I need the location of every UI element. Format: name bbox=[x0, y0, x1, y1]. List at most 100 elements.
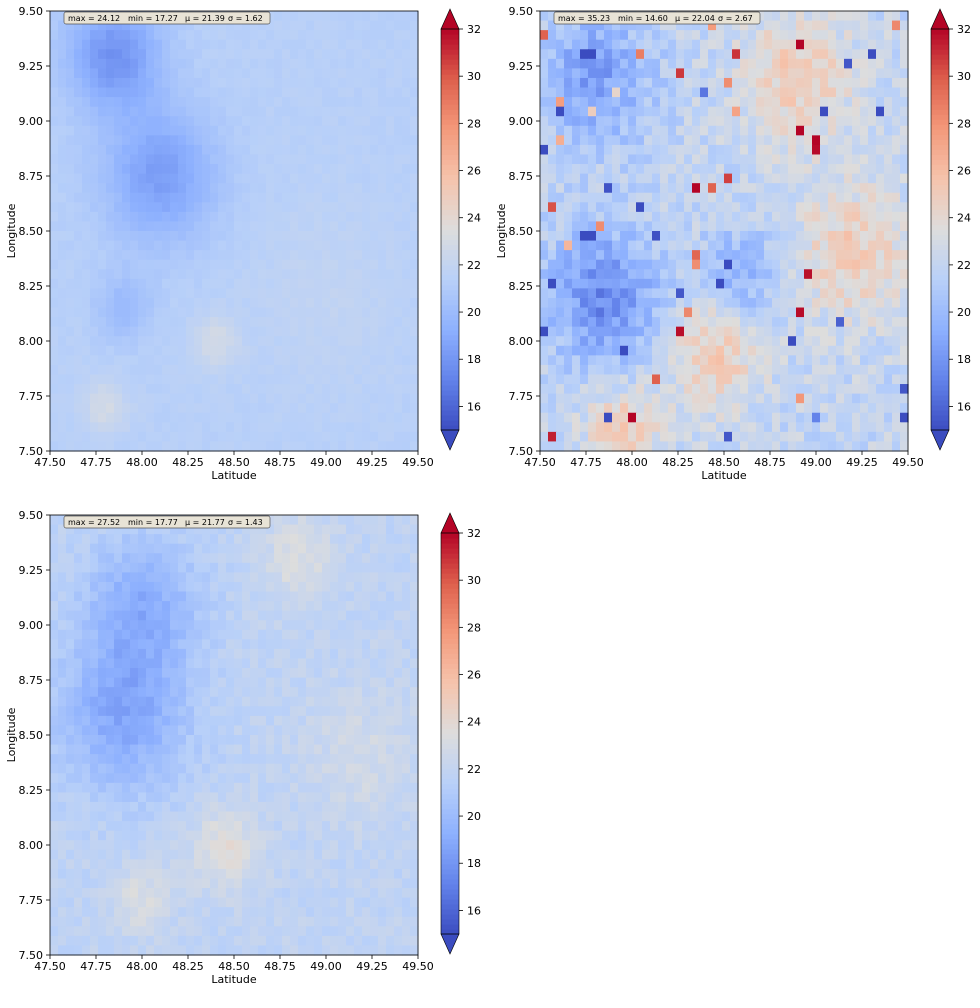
heatmap-cell bbox=[402, 412, 411, 423]
heatmap-cell bbox=[122, 39, 131, 50]
heatmap-cell bbox=[884, 11, 893, 22]
heatmap-cell bbox=[170, 278, 179, 289]
heatmap-cell bbox=[218, 384, 227, 395]
heatmap-cell bbox=[154, 336, 163, 347]
heatmap-cell bbox=[306, 164, 315, 175]
heatmap-cell bbox=[274, 601, 283, 612]
heatmap-cell bbox=[900, 125, 909, 136]
heatmap-cell bbox=[668, 431, 677, 443]
heatmap-cell bbox=[386, 572, 395, 583]
heatmap-cell bbox=[146, 393, 155, 404]
heatmap-cell bbox=[282, 58, 291, 69]
x-tick-label: 47.75 bbox=[80, 456, 112, 469]
heatmap-cell bbox=[788, 355, 797, 366]
heatmap-cell bbox=[50, 116, 59, 127]
heatmap-cell bbox=[250, 288, 259, 299]
heatmap-cell bbox=[628, 202, 637, 213]
heatmap-cell bbox=[234, 87, 243, 98]
heatmap-cell bbox=[652, 231, 661, 242]
heatmap-cell bbox=[580, 297, 589, 309]
heatmap-cell bbox=[836, 164, 845, 175]
heatmap-cell bbox=[90, 297, 99, 309]
heatmap-cell bbox=[772, 231, 781, 242]
heatmap-cell bbox=[194, 393, 203, 404]
heatmap-cell bbox=[844, 211, 853, 223]
heatmap-cell bbox=[370, 326, 379, 337]
colorbar-segment bbox=[441, 419, 459, 426]
heatmap-cell bbox=[98, 326, 107, 337]
heatmap-cell bbox=[700, 221, 709, 232]
heatmap-cell bbox=[114, 87, 123, 98]
heatmap-cell bbox=[892, 317, 901, 328]
heatmap-cell bbox=[186, 144, 195, 156]
heatmap-cell bbox=[98, 591, 107, 602]
heatmap-cell bbox=[130, 87, 139, 98]
heatmap-cell bbox=[836, 125, 845, 136]
heatmap-cell bbox=[676, 317, 685, 328]
colorbar-segment bbox=[931, 199, 949, 206]
heatmap-cell bbox=[82, 422, 91, 433]
heatmap-cell bbox=[868, 441, 877, 452]
heatmap-cell bbox=[660, 355, 669, 366]
heatmap-cell bbox=[796, 240, 805, 251]
heatmap-cell bbox=[660, 288, 669, 299]
heatmap-cell bbox=[410, 202, 419, 213]
heatmap-cell bbox=[162, 562, 171, 573]
heatmap-cell bbox=[402, 269, 411, 280]
heatmap-cell bbox=[780, 58, 789, 69]
heatmap-cell bbox=[50, 68, 59, 79]
heatmap-cell bbox=[154, 144, 163, 156]
heatmap-cell bbox=[314, 431, 323, 443]
heatmap-cell bbox=[154, 106, 163, 117]
heatmap-cell bbox=[282, 297, 291, 309]
heatmap-cell bbox=[394, 336, 403, 347]
heatmap-cell bbox=[700, 345, 709, 356]
heatmap-cell bbox=[748, 441, 757, 452]
heatmap-cell bbox=[354, 422, 363, 433]
heatmap-cell bbox=[836, 422, 845, 433]
heatmap-cell bbox=[564, 374, 573, 385]
heatmap-cell bbox=[178, 562, 187, 573]
heatmap-cell bbox=[338, 422, 347, 433]
heatmap-cell bbox=[876, 173, 885, 184]
heatmap-cell bbox=[596, 173, 605, 184]
colorbar-segment bbox=[931, 384, 949, 391]
heatmap-cell bbox=[210, 154, 219, 165]
heatmap-cell bbox=[556, 164, 565, 175]
heatmap-cell bbox=[234, 278, 243, 289]
heatmap-cell bbox=[876, 68, 885, 79]
heatmap-cell bbox=[362, 601, 371, 612]
heatmap-cell bbox=[274, 144, 283, 156]
heatmap-cell bbox=[652, 412, 661, 423]
heatmap-cell bbox=[378, 288, 387, 299]
heatmap-cell bbox=[74, 106, 83, 117]
heatmap-cell bbox=[564, 355, 573, 366]
heatmap-cell bbox=[66, 183, 75, 194]
heatmap-cell bbox=[732, 431, 741, 443]
heatmap-cell bbox=[106, 553, 115, 564]
heatmap-cell bbox=[796, 49, 805, 60]
heatmap-cell bbox=[250, 441, 259, 452]
heatmap-cell bbox=[314, 317, 323, 328]
heatmap-cell bbox=[556, 326, 565, 337]
heatmap-cell bbox=[258, 326, 267, 337]
heatmap-cell bbox=[788, 288, 797, 299]
heatmap-cell bbox=[700, 173, 709, 184]
heatmap-cell bbox=[852, 192, 861, 203]
heatmap-cell bbox=[74, 49, 83, 60]
heatmap-cell bbox=[556, 135, 565, 146]
heatmap-cell bbox=[178, 164, 187, 175]
heatmap-cell bbox=[860, 278, 869, 289]
heatmap-cell bbox=[644, 317, 653, 328]
heatmap-cell bbox=[226, 77, 235, 89]
heatmap-cell bbox=[362, 431, 371, 443]
heatmap-cell bbox=[548, 431, 557, 443]
heatmap-cell bbox=[660, 202, 669, 213]
heatmap-cell bbox=[860, 412, 869, 423]
heatmap-cell bbox=[122, 422, 131, 433]
heatmap-cell bbox=[402, 164, 411, 175]
heatmap-cell bbox=[266, 278, 275, 289]
heatmap-cell bbox=[884, 30, 893, 41]
colorbar-segment bbox=[931, 394, 949, 401]
heatmap-cell bbox=[764, 30, 773, 41]
